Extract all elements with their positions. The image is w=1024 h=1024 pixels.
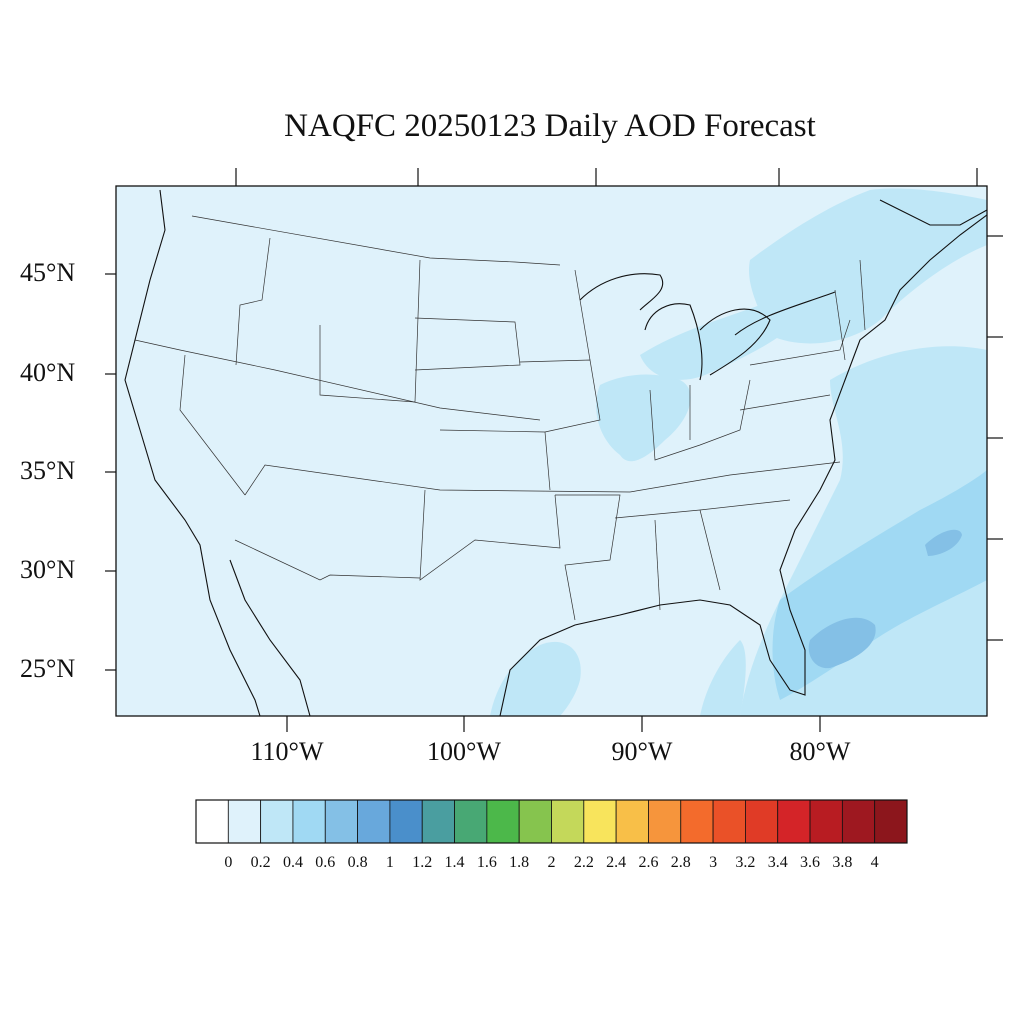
colorbar-tick-label: 0 [224, 854, 233, 871]
aod-zone-peak-florida [808, 617, 876, 669]
colorbar-swatch [454, 799, 488, 844]
colorbar-swatch [551, 799, 585, 844]
lat-label-45: 45°N [20, 258, 76, 287]
colorbar-tick-label: 1.6 [476, 854, 497, 871]
colorbar-tick-label: 1.8 [509, 854, 530, 871]
right-ticks [987, 235, 1003, 641]
colorbar-tick-label: 2.2 [573, 854, 594, 871]
colorbar-swatch [227, 799, 262, 844]
colorbar-tick-label: 4 [870, 854, 879, 871]
lat-label-40: 40°N [20, 358, 76, 387]
colorbar-tick-label: 3.4 [767, 854, 788, 871]
colorbar-tick-label: 1.4 [444, 854, 465, 871]
colorbar-swatch [260, 799, 294, 844]
aod-zone-florida-gulf [700, 640, 746, 716]
lon-label-110: 110°W [250, 737, 324, 766]
lat-label-30: 30°N [20, 555, 76, 584]
colorbar-tick-label: 2.4 [606, 854, 627, 871]
lat-label-35: 35°N [20, 456, 76, 485]
aod-zone-great-lakes [640, 300, 803, 380]
map-title: NAQFC 20250123 Daily AOD Forecast [284, 108, 816, 144]
colorbar-swatch [874, 799, 908, 844]
colorbar-swatch [195, 799, 229, 844]
colorbar [195, 799, 908, 844]
lon-label-90: 90°W [611, 737, 673, 766]
colorbar-tick-label: 3.8 [832, 854, 853, 871]
colorbar-tick-label: 1 [385, 854, 394, 871]
state-boundaries [134, 215, 866, 621]
bottom-ticks [286, 716, 821, 732]
colorbar-swatch [518, 799, 552, 844]
colorbar-swatch [777, 799, 811, 844]
colorbar-tick-label: 2.8 [670, 854, 691, 871]
map-frame [115, 185, 988, 717]
coastline [124, 189, 987, 716]
left-ticks [105, 273, 116, 671]
colorbar-swatch [486, 799, 520, 844]
colorbar-tick-label: 0.6 [315, 854, 336, 871]
colorbar-tick-label: 3.6 [800, 854, 821, 871]
colorbar-tick-label: 2 [547, 854, 556, 871]
colorbar-frame [195, 799, 908, 844]
colorbar-swatch [421, 799, 455, 844]
colorbar-tick-label: 0.8 [347, 854, 368, 871]
colorbar-tick-label: 0.4 [282, 854, 303, 871]
colorbar-swatch [809, 799, 843, 844]
top-ticks [235, 168, 978, 186]
lat-label-25: 25°N [20, 654, 76, 683]
colorbar-swatch [615, 799, 649, 844]
colorbar-swatch [292, 799, 326, 844]
colorbar-swatch [712, 799, 746, 844]
colorbar-swatch [648, 799, 682, 844]
colorbar-swatch [324, 799, 358, 844]
colorbar-tick-label: 3 [709, 854, 718, 871]
aod-zone-gulf [490, 641, 581, 716]
lon-label-100: 100°W [427, 737, 501, 766]
colorbar-tick-label: 3.2 [735, 854, 756, 871]
aod-zone-northeast [749, 188, 987, 344]
colorbar-swatch [745, 799, 779, 844]
aod-zone-ohio-valley [596, 374, 691, 462]
colorbar-tick-label: 1.2 [412, 854, 433, 871]
colorbar-tick-label: 2.6 [638, 854, 659, 871]
colorbar-swatch [389, 799, 423, 844]
colorbar-swatch [583, 799, 617, 844]
colorbar-swatch [357, 799, 391, 844]
colorbar-tick-label: 0.2 [250, 854, 271, 871]
lon-label-80: 80°W [789, 737, 851, 766]
colorbar-swatch [841, 799, 876, 844]
aod-zone-peak-atlantic [925, 529, 962, 556]
colorbar-swatch [680, 799, 714, 844]
